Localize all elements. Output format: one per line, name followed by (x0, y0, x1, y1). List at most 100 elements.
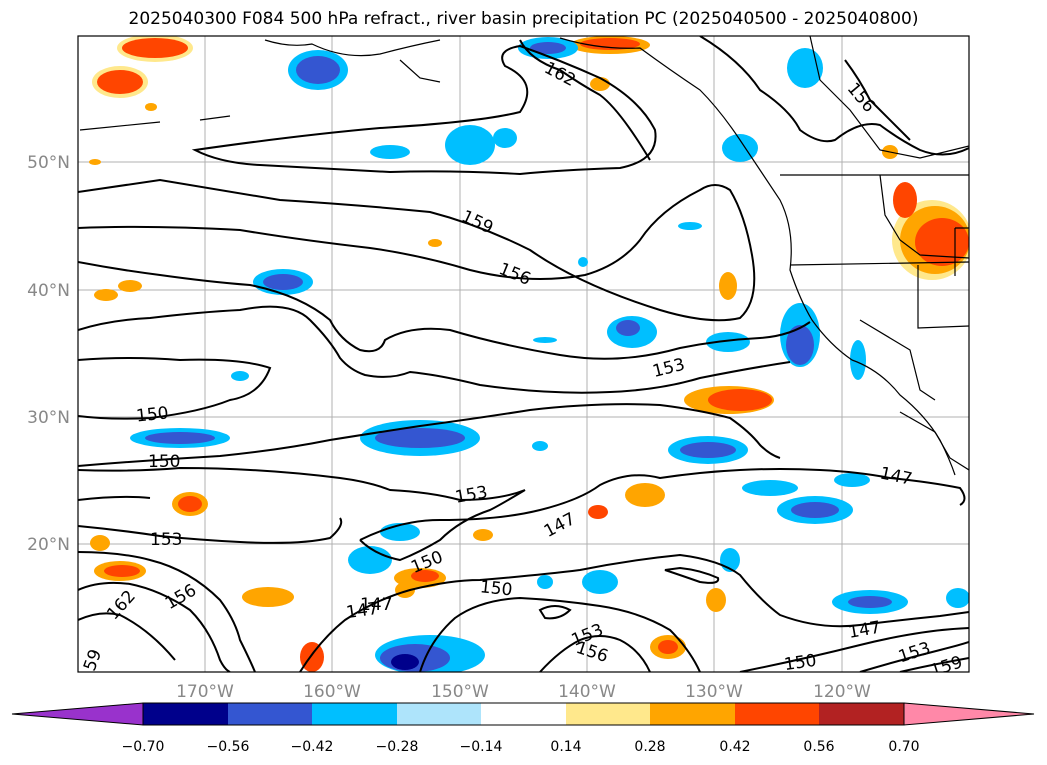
precip-neg-blob (348, 546, 392, 574)
colorbar-bin (819, 703, 904, 725)
colorbar-bin (312, 703, 397, 725)
lon-label: 170°W (176, 682, 234, 702)
lon-label: 140°W (558, 682, 616, 702)
colorbar-bin (397, 703, 481, 725)
precip-neg-blob (848, 596, 892, 608)
precip-pos-blob (118, 280, 142, 292)
precip-neg-blob (533, 337, 557, 343)
map-title: 2025040300 F084 500 hPa refract., river … (128, 9, 919, 29)
precip-neg-blob (375, 428, 465, 448)
precip-pos-blob (588, 505, 608, 519)
precip-pos-blob (411, 570, 439, 582)
precip-pos-blob (178, 496, 202, 512)
precip-pos-blob (242, 587, 294, 607)
precip-neg-blob (296, 56, 340, 84)
lat-label: 20°N (27, 535, 70, 555)
colorbar-bin (143, 703, 228, 725)
lat-label: 30°N (27, 408, 70, 428)
precip-neg-blob (791, 502, 839, 518)
precip-pos-blob (89, 159, 101, 165)
precip-pos-blob (428, 239, 442, 247)
precip-pos-blob (706, 588, 726, 612)
colorbar-tick-label: −0.42 (291, 739, 334, 755)
precip-neg-blob (706, 332, 750, 352)
precip-neg-blob (493, 128, 517, 148)
precip-pos-blob (658, 640, 678, 654)
precip-pos-blob (625, 483, 665, 507)
colorbar-bin (650, 703, 735, 725)
lon-label: 130°W (685, 682, 743, 702)
colorbar-tick-label: 0.14 (550, 739, 581, 755)
precip-pos-blob (719, 272, 737, 300)
precip-pos-blob (97, 70, 143, 94)
precip-neg-blob (231, 371, 249, 381)
colorbar-tick-label: 0.28 (634, 739, 665, 755)
refractivity-contours (78, 36, 969, 672)
colorbar-bin (735, 703, 819, 725)
lat-axis: 50°N 40°N 30°N 20°N (27, 153, 70, 555)
colorbar-bin (566, 703, 650, 725)
contour-label: 150 (479, 577, 513, 600)
colorbar-tick-label: 0.56 (803, 739, 834, 755)
precip-neg-blob (834, 473, 870, 487)
precip-neg-blob (742, 480, 798, 496)
precip-neg-blob (145, 432, 215, 444)
precip-neg-blob (578, 257, 588, 267)
lon-label: 150°W (431, 682, 489, 702)
graticule (78, 36, 969, 672)
colorbar-tick-label: 0.42 (719, 739, 750, 755)
precip-neg-blob (530, 42, 566, 54)
precip-neg-blob (616, 320, 640, 336)
precip-pos-blob (94, 289, 118, 301)
contour-label: 150 (148, 452, 180, 472)
contour-label: 150 (783, 651, 818, 675)
precip-neg-blob (722, 134, 758, 162)
precip-pos-blob (893, 182, 917, 218)
lat-label: 50°N (27, 153, 70, 173)
precip-neg-blob (946, 588, 969, 608)
precip-neg-blob (537, 575, 553, 589)
contour-label: 153 (150, 530, 182, 550)
lon-axis: 170°W 160°W 150°W 140°W 130°W 120°W (176, 682, 871, 702)
precip-negative-areas (130, 37, 969, 672)
precip-pos-blob (104, 565, 140, 577)
precip-neg-blob (786, 325, 814, 365)
colorbar-bin (481, 703, 566, 725)
precip-neg-blob (532, 441, 548, 451)
precip-pos-blob (122, 38, 188, 58)
precip-neg-blob (582, 570, 618, 594)
precip-neg-blob (678, 222, 702, 230)
lon-label: 120°W (813, 682, 871, 702)
precip-pos-blob (708, 389, 772, 411)
colorbar-min-extension (11, 702, 144, 726)
colorbar: −0.70 −0.56 −0.42 −0.28 −0.14 0.14 0.28 … (11, 702, 1035, 755)
lon-label: 160°W (303, 682, 361, 702)
colorbar-tick-label: −0.28 (376, 739, 419, 755)
precip-pos-blob (145, 103, 157, 111)
precip-neg-blob (263, 274, 303, 290)
colorbar-tick-label: −0.14 (460, 739, 503, 755)
lat-label: 40°N (27, 281, 70, 301)
map-frame (77, 35, 970, 673)
precip-neg-blob (680, 442, 736, 458)
coastlines (79, 36, 969, 476)
contour-label: 147 (345, 599, 380, 623)
contour-label: 147 (360, 595, 392, 615)
precip-pos-blob (580, 38, 640, 50)
colorbar-tick-label: −0.56 (207, 739, 250, 755)
map-panel (78, 36, 969, 672)
precip-pos-blob (473, 529, 493, 541)
colorbar-tick-label: 0.70 (888, 739, 919, 755)
precip-pos-blob (915, 218, 969, 266)
precip-neg-blob (391, 654, 419, 670)
colorbar-tick-label: −0.70 (122, 739, 165, 755)
colorbar-bin (228, 703, 312, 725)
colorbar-max-extension (903, 702, 1035, 726)
precip-neg-blob (445, 125, 495, 165)
precip-neg-blob (787, 48, 823, 88)
precip-neg-blob (850, 340, 866, 380)
contour-label: 150 (135, 403, 169, 426)
precip-pos-blob (90, 535, 110, 551)
precip-neg-blob (370, 145, 410, 159)
